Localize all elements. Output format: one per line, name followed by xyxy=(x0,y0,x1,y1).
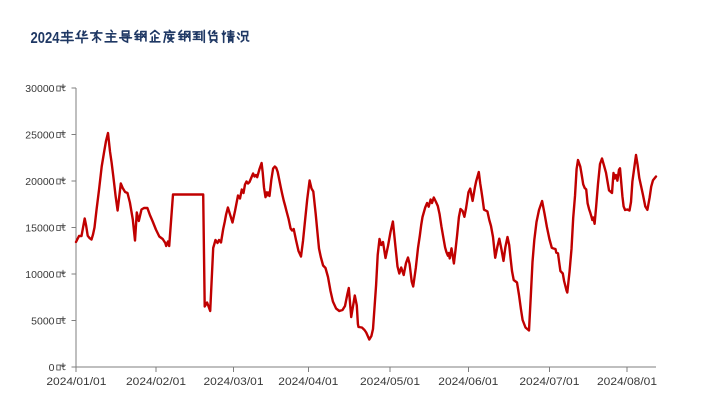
svg-text:20000: 20000 xyxy=(25,176,54,188)
svg-text:2024/06/01: 2024/06/01 xyxy=(438,376,498,388)
svg-text:2024/07/01: 2024/07/01 xyxy=(519,376,579,388)
svg-text:2024/03/01: 2024/03/01 xyxy=(204,376,264,388)
svg-text:2024/08/01: 2024/08/01 xyxy=(597,376,657,388)
svg-text:2024/05/01: 2024/05/01 xyxy=(360,376,420,388)
svg-text:25000: 25000 xyxy=(25,129,54,141)
svg-text:2024: 2024 xyxy=(31,30,60,47)
svg-text:2024/02/01: 2024/02/01 xyxy=(126,376,186,388)
svg-text:2024/01/01: 2024/01/01 xyxy=(46,376,106,388)
svg-text:15000: 15000 xyxy=(25,222,54,234)
svg-text:30000: 30000 xyxy=(25,83,54,95)
svg-text:5000: 5000 xyxy=(31,315,55,327)
svg-text:10000: 10000 xyxy=(25,269,54,281)
svg-text:2024/04/01: 2024/04/01 xyxy=(278,376,338,388)
svg-text:0: 0 xyxy=(49,362,55,374)
